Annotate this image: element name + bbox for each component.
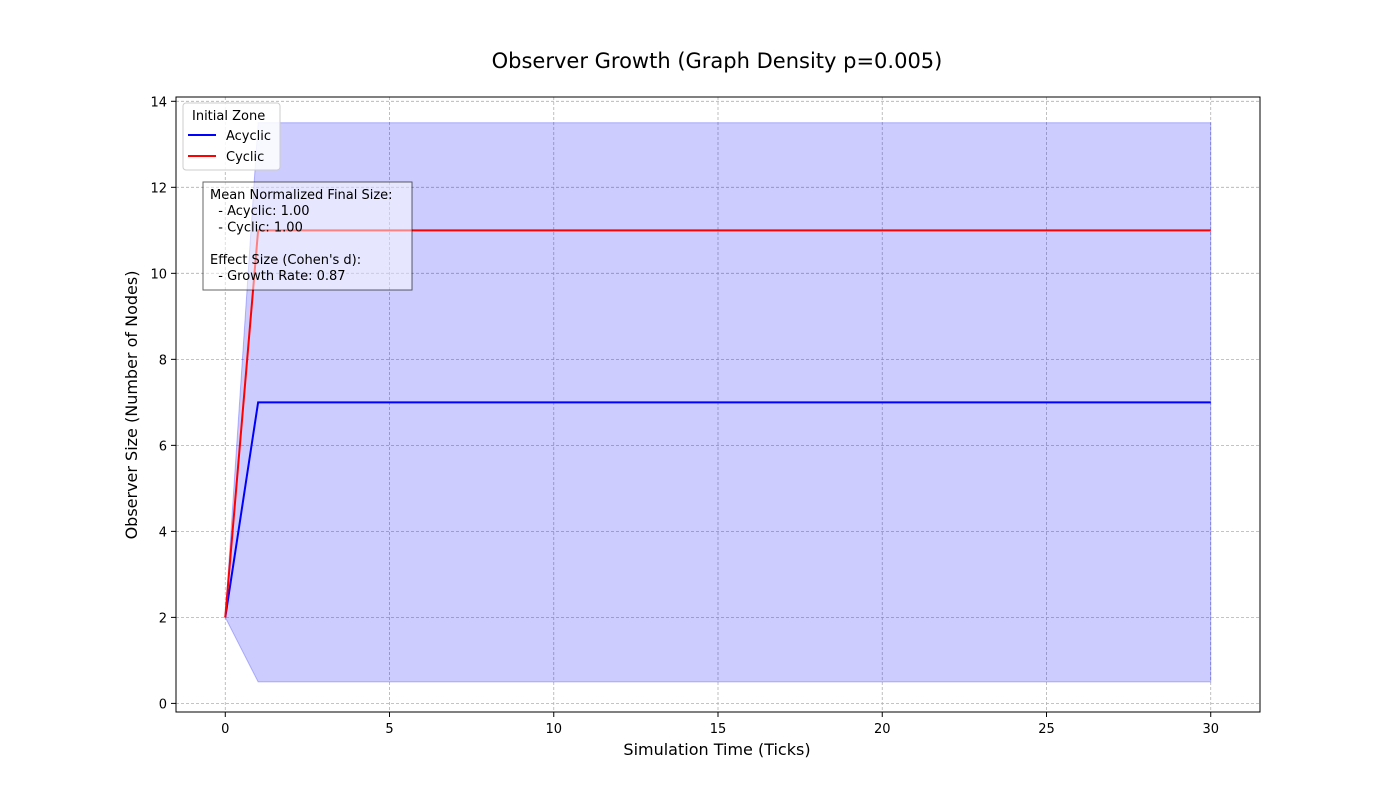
legend-title: Initial Zone	[192, 109, 265, 124]
y-tick-label: 12	[150, 181, 167, 196]
x-tick-label: 10	[545, 722, 562, 737]
annotation-line: Effect Size (Cohen's d):	[210, 253, 361, 268]
annotation-frame	[202, 181, 413, 291]
y-tick-label: 4	[159, 525, 167, 540]
y-tick-label: 2	[159, 611, 167, 626]
x-tick-label: 5	[385, 722, 393, 737]
y-tick-label: 10	[150, 267, 167, 282]
legend: Initial Zone Acyclic Cyclic	[182, 102, 281, 171]
legend-label-cyclic: Cyclic	[226, 150, 264, 165]
y-tick-label: 6	[159, 439, 167, 454]
y-axis-label: Observer Size (Number of Nodes)	[122, 271, 141, 540]
y-tick-label: 8	[159, 353, 167, 368]
chart-title: Observer Growth (Graph Density p=0.005)	[492, 49, 943, 73]
annotation-box: Mean Normalized Final Size: - Acyclic: 1…	[202, 181, 413, 291]
annotation-line: - Acyclic: 1.00	[210, 204, 310, 219]
x-tick-label: 30	[1202, 722, 1219, 737]
x-tick-label: 20	[874, 722, 891, 737]
legend-label-acyclic: Acyclic	[226, 129, 271, 144]
annotation-line: - Cyclic: 1.00	[210, 220, 303, 235]
x-axis-label: Simulation Time (Ticks)	[623, 740, 810, 759]
annotation-line: Mean Normalized Final Size:	[210, 188, 393, 203]
x-tick-label: 25	[1038, 722, 1055, 737]
legend-frame	[182, 102, 281, 171]
axis-ticks: 0 5 10 15 20 25 30 0 2 4 6 8 10 12 14	[150, 95, 1219, 737]
x-tick-label: 15	[710, 722, 727, 737]
annotation-line: - Growth Rate: 0.87	[210, 269, 346, 284]
y-tick-label: 14	[150, 95, 167, 110]
y-tick-label: 0	[159, 697, 167, 712]
x-tick-label: 0	[221, 722, 229, 737]
series-line-acyclic	[224, 401, 1211, 618]
